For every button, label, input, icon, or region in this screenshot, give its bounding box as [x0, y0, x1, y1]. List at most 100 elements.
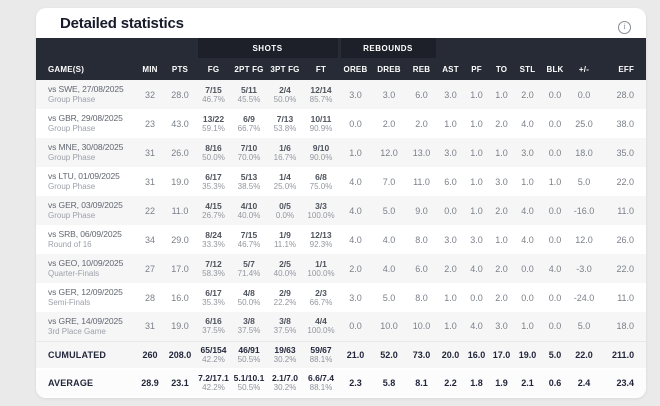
- shot-made-attempted: 7.2/17.1: [198, 373, 229, 383]
- cell-fg3: 1/4 25.0%: [267, 167, 303, 196]
- cell-stl: 4.0: [521, 234, 534, 245]
- cell-ast: 1.0: [444, 292, 457, 303]
- cell-min: 32: [144, 89, 155, 100]
- cell-ast: 3.0: [444, 89, 457, 100]
- cell-dreb: 52.0: [380, 349, 398, 360]
- cell-min: 22: [144, 205, 155, 216]
- cell-reb: 9.0: [415, 205, 428, 216]
- game-row: vs GEO, 10/09/2025 Quarter-Finals 27 17.0 7/…: [36, 254, 646, 283]
- cell-min: 31: [144, 176, 155, 187]
- column-header-plus-minus: +/-: [569, 58, 599, 80]
- game-opponent-date: vs GER, 03/09/2025: [48, 200, 123, 210]
- cell-to: 3.0: [495, 321, 508, 332]
- cell-stl: 1.0: [521, 176, 534, 187]
- game-cell: vs GRE, 14/09/2025 3rd Place Game: [36, 312, 136, 341]
- cell-oreb: 0.0: [349, 118, 362, 129]
- cell-ast: 0.0: [444, 205, 457, 216]
- game-phase: Group Phase: [48, 153, 96, 162]
- cell-reb: 2.0: [415, 118, 428, 129]
- shot-made-attempted: 6/17: [205, 171, 222, 182]
- cell-ft: 9/10 90.0%: [303, 138, 339, 167]
- game-cell: vs MNE, 30/08/2025 Group Phase: [36, 138, 136, 167]
- game-opponent-date: vs GRE, 14/09/2025: [48, 315, 123, 326]
- cell-pts: 29.0: [171, 234, 189, 245]
- cell-reb: 13.0: [412, 147, 431, 158]
- game-row: vs SWE, 27/08/2025 Group Phase 32 28.0 7/15 4…: [36, 80, 646, 109]
- shot-percentage: 71.4%: [237, 268, 261, 278]
- cell-fg: 7/12 58.3%: [196, 254, 231, 283]
- cell-reb: 11.0: [413, 176, 430, 187]
- info-icon[interactable]: i: [618, 21, 631, 34]
- shot-made-attempted: 19/63: [274, 344, 296, 355]
- cell-fg2: 5/11 45.5%: [231, 80, 267, 109]
- game-phase: Group Phase: [48, 95, 96, 104]
- shot-made-attempted: 6/9: [243, 113, 255, 124]
- average-row: AVERAGE 28.9 23.1 7.2/17.1 42.2% 5.1/10.1 50.5…: [36, 369, 646, 396]
- cell-fg3: 7/13 53.8%: [267, 109, 303, 138]
- shot-percentage: 26.7%: [202, 210, 225, 220]
- game-opponent-date: vs GER, 12/09/2025: [48, 287, 123, 297]
- cell-ft: 1/1 100.0%: [303, 254, 339, 283]
- shot-percentage: 66.7%: [309, 297, 333, 307]
- cell-plus-minus: -3.0: [576, 263, 592, 274]
- cell-ft: 2/3 66.7%: [303, 283, 339, 312]
- cell-ft: 3/3 100.0%: [303, 196, 339, 225]
- cell-plus-minus: -24.0: [573, 292, 595, 303]
- column-header-pf: PF: [464, 58, 489, 80]
- cell-to: 2.0: [495, 205, 508, 216]
- cell-pf: 1.8: [470, 378, 483, 388]
- card-header: Detailed statistics i: [36, 8, 646, 38]
- game-opponent-date: vs SRB, 06/09/2025: [48, 229, 122, 239]
- cell-eff: 28.0: [616, 89, 635, 100]
- shot-percentage: 50.0%: [202, 152, 225, 162]
- cell-oreb: 4.0: [349, 205, 362, 216]
- cell-fg2: 5.1/10.1 50.5%: [231, 369, 267, 396]
- shot-made-attempted: 8/16: [205, 142, 222, 153]
- shot-percentage: 66.7%: [237, 123, 261, 133]
- cell-fg: 6/17 35.3%: [196, 167, 231, 196]
- cell-to: 17.0: [492, 349, 511, 360]
- shot-made-attempted: 1/1: [315, 258, 327, 269]
- cumulated-row: CUMULATED 260 208.0 65/154 42.2% 46/91 50.5% 19…: [36, 341, 646, 369]
- cell-stl: 2.1: [521, 378, 534, 388]
- shot-percentage: 100.0%: [307, 210, 335, 220]
- cell-min: 34: [144, 234, 155, 245]
- cell-dreb: 12.0: [380, 147, 398, 158]
- shot-made-attempted: 3/8: [279, 316, 291, 327]
- stats-table: SHOTS REBOUNDS GAME(S) MIN PTS FG 2PT FG 3PT F…: [36, 38, 646, 396]
- table-body: vs SWE, 27/08/2025 Group Phase 32 28.0 7/15 4…: [36, 80, 646, 396]
- cell-blk: 0.0: [548, 205, 562, 216]
- cell-eff: 18.0: [616, 321, 635, 332]
- shot-percentage: 100.0%: [307, 268, 335, 278]
- shot-made-attempted: 6/8: [315, 171, 327, 182]
- cell-min: 31: [144, 147, 155, 158]
- shot-percentage: 58.3%: [202, 268, 225, 278]
- shot-percentage: 22.2%: [273, 297, 297, 307]
- game-cell: vs SRB, 06/09/2025 Round of 16: [36, 225, 136, 254]
- cell-fg3: 3/8 37.5%: [267, 312, 303, 341]
- game-cell: vs LTU, 01/09/2025 Group Phase: [36, 167, 136, 196]
- cell-dreb: 2.0: [382, 118, 396, 129]
- cell-ft: 59/67 88.1%: [303, 341, 339, 369]
- cell-fg2: 4/10 40.0%: [231, 196, 267, 225]
- page-title: Detailed statistics: [60, 15, 184, 32]
- group-header-shots: SHOTS: [194, 38, 341, 58]
- game-opponent-date: vs LTU, 01/09/2025: [48, 171, 120, 181]
- shot-made-attempted: 0/5: [279, 200, 291, 211]
- cell-oreb: 0.0: [349, 321, 362, 332]
- cell-fg: 8/24 33.3%: [196, 225, 231, 254]
- cell-pf: 1.0: [470, 176, 483, 187]
- cell-plus-minus: 12.0: [575, 234, 593, 245]
- cell-reb: 8.0: [415, 234, 428, 245]
- cell-blk: 0.0: [548, 292, 562, 303]
- game-phase: Quarter-Finals: [48, 269, 100, 278]
- column-header-dreb: DREB: [372, 58, 406, 80]
- shot-made-attempted: 3/8: [243, 316, 255, 327]
- shot-percentage: 50.5%: [237, 354, 261, 364]
- game-row: vs GER, 03/09/2025 Group Phase 22 11.0 4/15 2…: [36, 196, 646, 225]
- cell-oreb: 3.0: [349, 89, 362, 100]
- shot-made-attempted: 4/8: [243, 287, 255, 298]
- group-header-spacer: [437, 38, 646, 58]
- cell-blk: 0.6: [548, 378, 562, 388]
- cell-dreb: 5.0: [382, 205, 396, 216]
